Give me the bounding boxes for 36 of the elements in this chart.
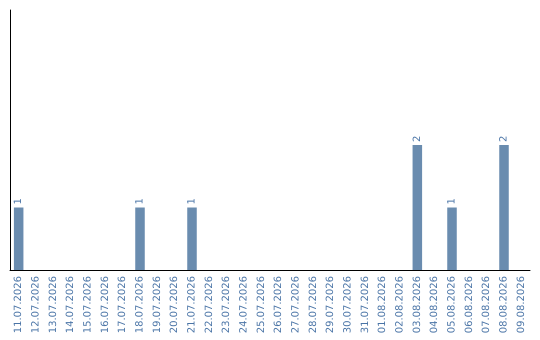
x-tick-label: 01.08.2026: [377, 276, 388, 334]
x-tick-label: 13.07.2026: [48, 276, 59, 334]
x-tick-label: 27.07.2026: [290, 276, 302, 334]
x-tick-label: 29.07.2026: [325, 276, 336, 334]
x-tick-label: 25.07.2026: [256, 276, 267, 334]
x-tick-label: 15.07.2026: [82, 276, 94, 334]
data-label: 1: [186, 198, 198, 204]
x-tick-label: 30.07.2026: [342, 276, 354, 334]
x-tick-label: 23.07.2026: [221, 276, 232, 334]
x-tick-label: 03.08.2026: [412, 276, 423, 334]
data-label: 1: [446, 198, 458, 204]
x-tick-label: 04.08.2026: [429, 276, 440, 334]
x-tick-label: 05.08.2026: [446, 276, 458, 334]
x-tick-label: 02.08.2026: [394, 276, 406, 334]
x-tick-label: 18.07.2026: [134, 276, 146, 334]
x-tick-label: 14.07.2026: [65, 276, 76, 334]
x-tick-label: 21.07.2026: [186, 276, 198, 334]
data-label: 1: [13, 198, 24, 204]
data-label: 2: [498, 136, 510, 142]
x-tick-label: 16.07.2026: [100, 276, 111, 334]
x-tick-label: 19.07.2026: [152, 276, 163, 334]
x-tick-label: 08.08.2026: [498, 276, 510, 334]
x-tick-label: 11.07.2026: [13, 276, 24, 334]
x-tick-label: 12.07.2026: [30, 276, 42, 334]
x-tick-label: 20.07.2026: [169, 276, 180, 334]
x-tick-label: 26.07.2026: [273, 276, 284, 334]
x-tick-label: 06.08.2026: [464, 276, 475, 334]
x-tick-label: 24.07.2026: [238, 276, 250, 334]
data-label: 2: [412, 136, 423, 142]
x-tick-label: 07.08.2026: [481, 276, 492, 334]
x-tick-label: 22.07.2026: [204, 276, 215, 334]
x-tick-label: 09.08.2026: [516, 276, 527, 334]
data-label: 1: [134, 198, 146, 204]
x-tick-label: 28.07.2026: [308, 276, 319, 334]
x-tick-label: 31.07.2026: [360, 276, 371, 334]
x-tick-label: 17.07.2026: [117, 276, 128, 334]
